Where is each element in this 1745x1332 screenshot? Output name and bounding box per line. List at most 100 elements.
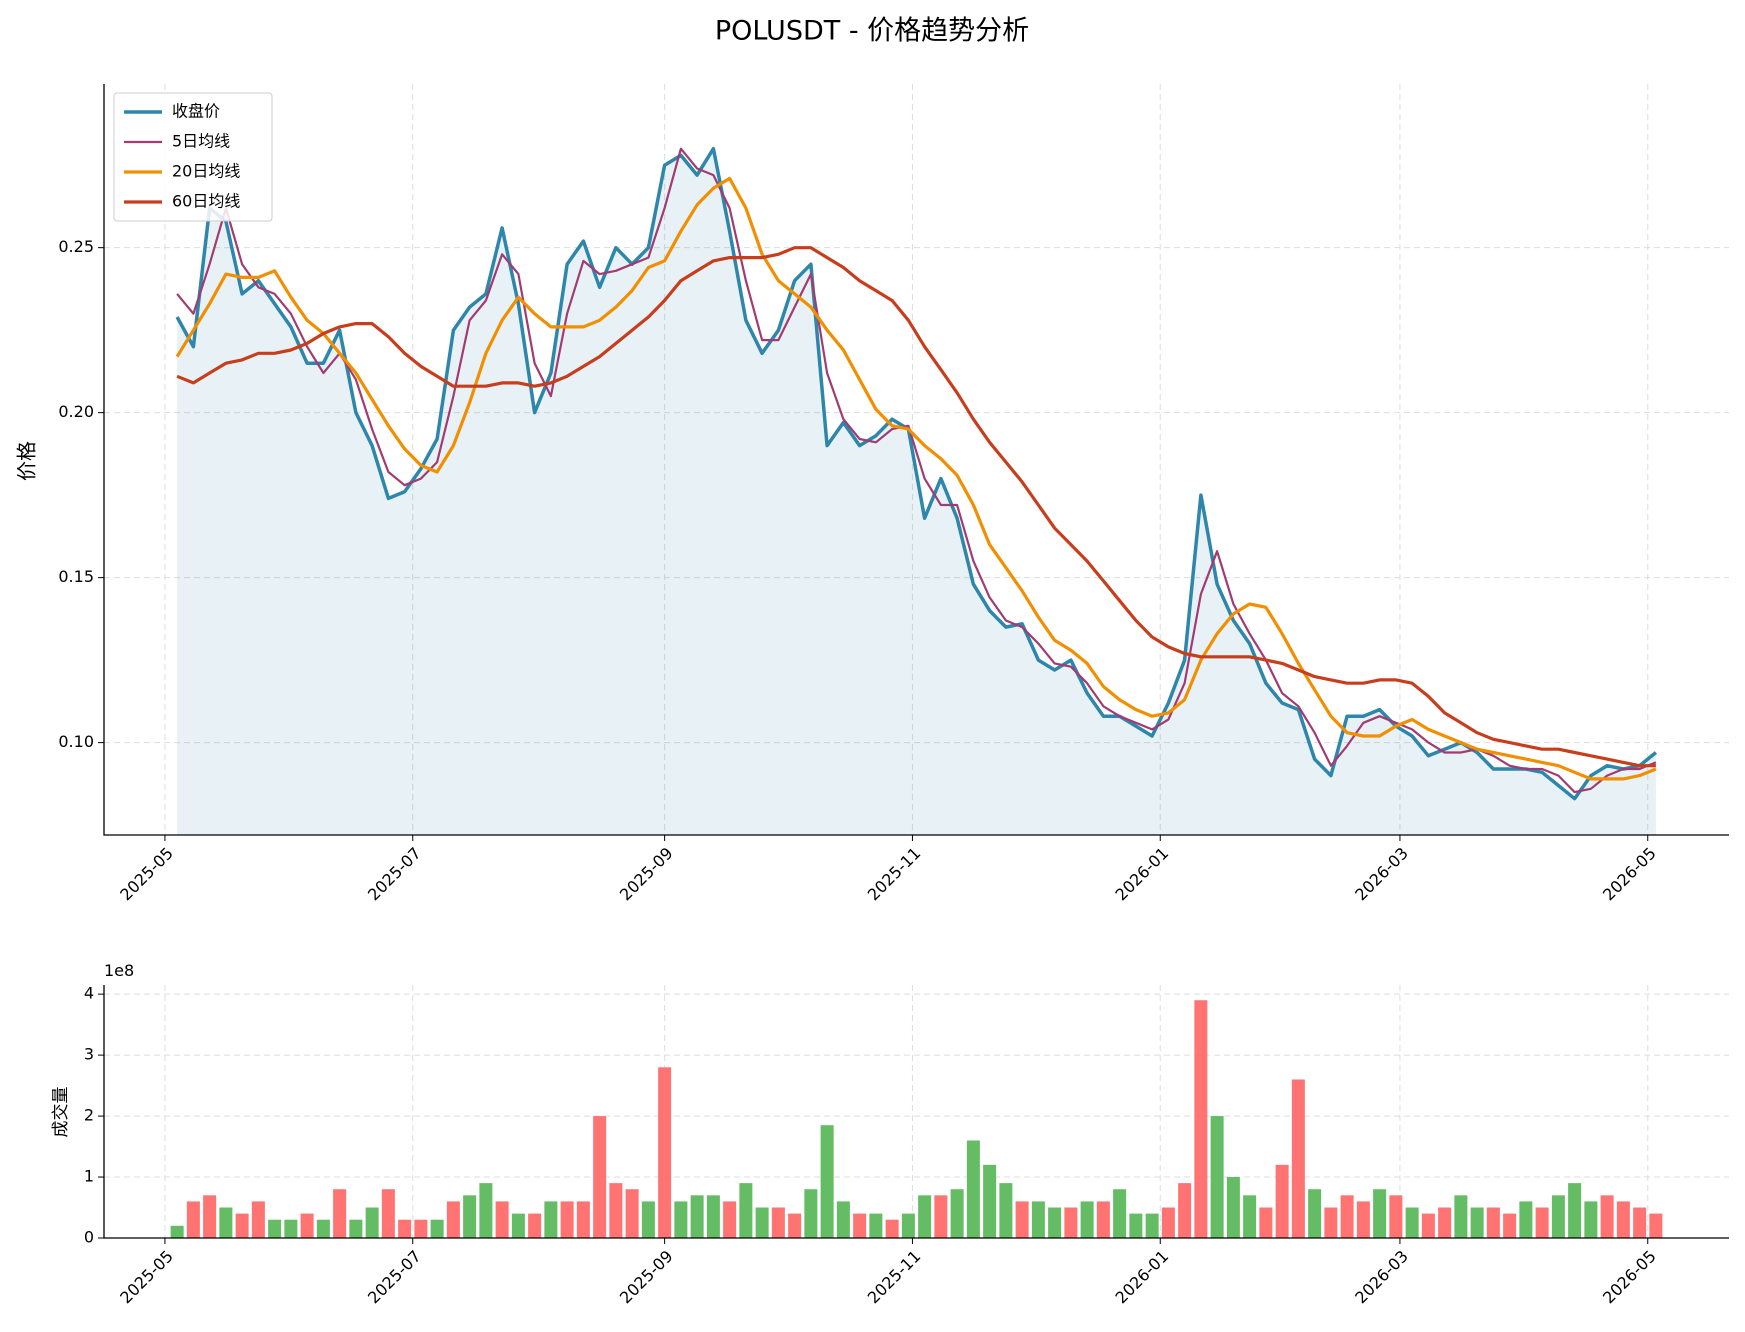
bar [511, 1213, 525, 1238]
bar [1113, 1189, 1127, 1238]
bar [576, 1201, 590, 1238]
x-tick-label: 2026-01 [1112, 1247, 1173, 1308]
axis-spine [103, 84, 1729, 836]
offset-label: 1e8 [104, 961, 134, 980]
chart-title: POLUSDT - 价格趋势分析 [715, 16, 1029, 47]
bar [1243, 1195, 1257, 1238]
x-tick-label: 2026-03 [1351, 844, 1412, 905]
bar [1356, 1201, 1370, 1238]
bar [219, 1207, 233, 1238]
x-tick-label: 2025-09 [616, 844, 677, 905]
bar [560, 1201, 574, 1238]
legend-label: 60日均线 [172, 192, 240, 211]
bar [203, 1195, 217, 1238]
x-tick-label: 2025-11 [864, 1247, 925, 1308]
bar [398, 1219, 412, 1238]
bar [1080, 1201, 1094, 1238]
line [176, 147, 1657, 794]
bar [284, 1219, 298, 1238]
bar [771, 1207, 785, 1238]
bar [186, 1201, 200, 1238]
bar [869, 1213, 883, 1238]
x-tick-label: 2025-07 [364, 1247, 425, 1308]
bar [268, 1219, 282, 1238]
bar [853, 1213, 867, 1238]
bar [1145, 1213, 1159, 1238]
bar [170, 1225, 184, 1238]
bar [1096, 1201, 1110, 1238]
bar [495, 1201, 509, 1238]
bar [1275, 1164, 1289, 1238]
bar [836, 1201, 850, 1238]
bar [1600, 1195, 1614, 1238]
x-tick-label: 2026-03 [1351, 1247, 1412, 1308]
bar [1633, 1207, 1647, 1238]
bar [479, 1183, 493, 1238]
bar [1129, 1213, 1143, 1238]
bar [690, 1195, 704, 1238]
x-tick-label: 2025-05 [116, 844, 177, 905]
x-tick-label: 2025-11 [864, 844, 925, 905]
bar [706, 1195, 720, 1238]
bar [1503, 1213, 1517, 1238]
bar [1015, 1201, 1029, 1238]
legend-box [113, 92, 273, 222]
bar [251, 1201, 265, 1238]
y-tick-label: 2 [84, 1106, 94, 1125]
bar [999, 1183, 1013, 1238]
bar [1210, 1116, 1224, 1238]
bar [1519, 1201, 1533, 1238]
x-tick-label: 2025-07 [364, 844, 425, 905]
bar [430, 1219, 444, 1238]
bar [1308, 1189, 1322, 1238]
bar [446, 1201, 460, 1238]
x-tick-label: 2026-05 [1599, 844, 1660, 905]
bar [1389, 1195, 1403, 1238]
bar [723, 1201, 737, 1238]
bar [1535, 1207, 1549, 1238]
bar [674, 1201, 688, 1238]
bar [316, 1219, 330, 1238]
bar [918, 1195, 932, 1238]
bar [1616, 1201, 1630, 1238]
bar [544, 1201, 558, 1238]
bar [1421, 1213, 1435, 1238]
bar [463, 1195, 477, 1238]
bar [1161, 1207, 1175, 1238]
bar [983, 1164, 997, 1238]
bar [1324, 1207, 1338, 1238]
y-tick-label: 3 [84, 1045, 94, 1064]
area [177, 148, 1656, 835]
x-tick-label: 2026-01 [1112, 844, 1173, 905]
bar [934, 1195, 948, 1238]
bar [1340, 1195, 1354, 1238]
bar [1194, 1000, 1208, 1238]
bar [414, 1219, 428, 1238]
bar [788, 1213, 802, 1238]
bar [1178, 1183, 1192, 1238]
bar [1584, 1201, 1598, 1238]
bar [300, 1213, 314, 1238]
bar [609, 1183, 623, 1238]
y-tick-label: 4 [84, 984, 94, 1003]
bar [658, 1067, 672, 1238]
bar [1291, 1079, 1305, 1238]
bar [739, 1183, 753, 1238]
bar [349, 1219, 363, 1238]
bar [333, 1189, 347, 1238]
bar [381, 1189, 395, 1238]
legend-label: 收盘价 [172, 102, 220, 121]
bar [901, 1213, 915, 1238]
bar [1438, 1207, 1452, 1238]
axis-spine [103, 985, 1729, 1239]
bar [1568, 1183, 1582, 1238]
line [176, 246, 1656, 768]
bar [528, 1213, 542, 1238]
bar [1649, 1213, 1663, 1238]
bar [820, 1125, 834, 1238]
bar [1373, 1189, 1387, 1238]
bar [1470, 1207, 1484, 1238]
y-tick-label: 0.25 [58, 237, 94, 256]
bar [1259, 1207, 1273, 1238]
